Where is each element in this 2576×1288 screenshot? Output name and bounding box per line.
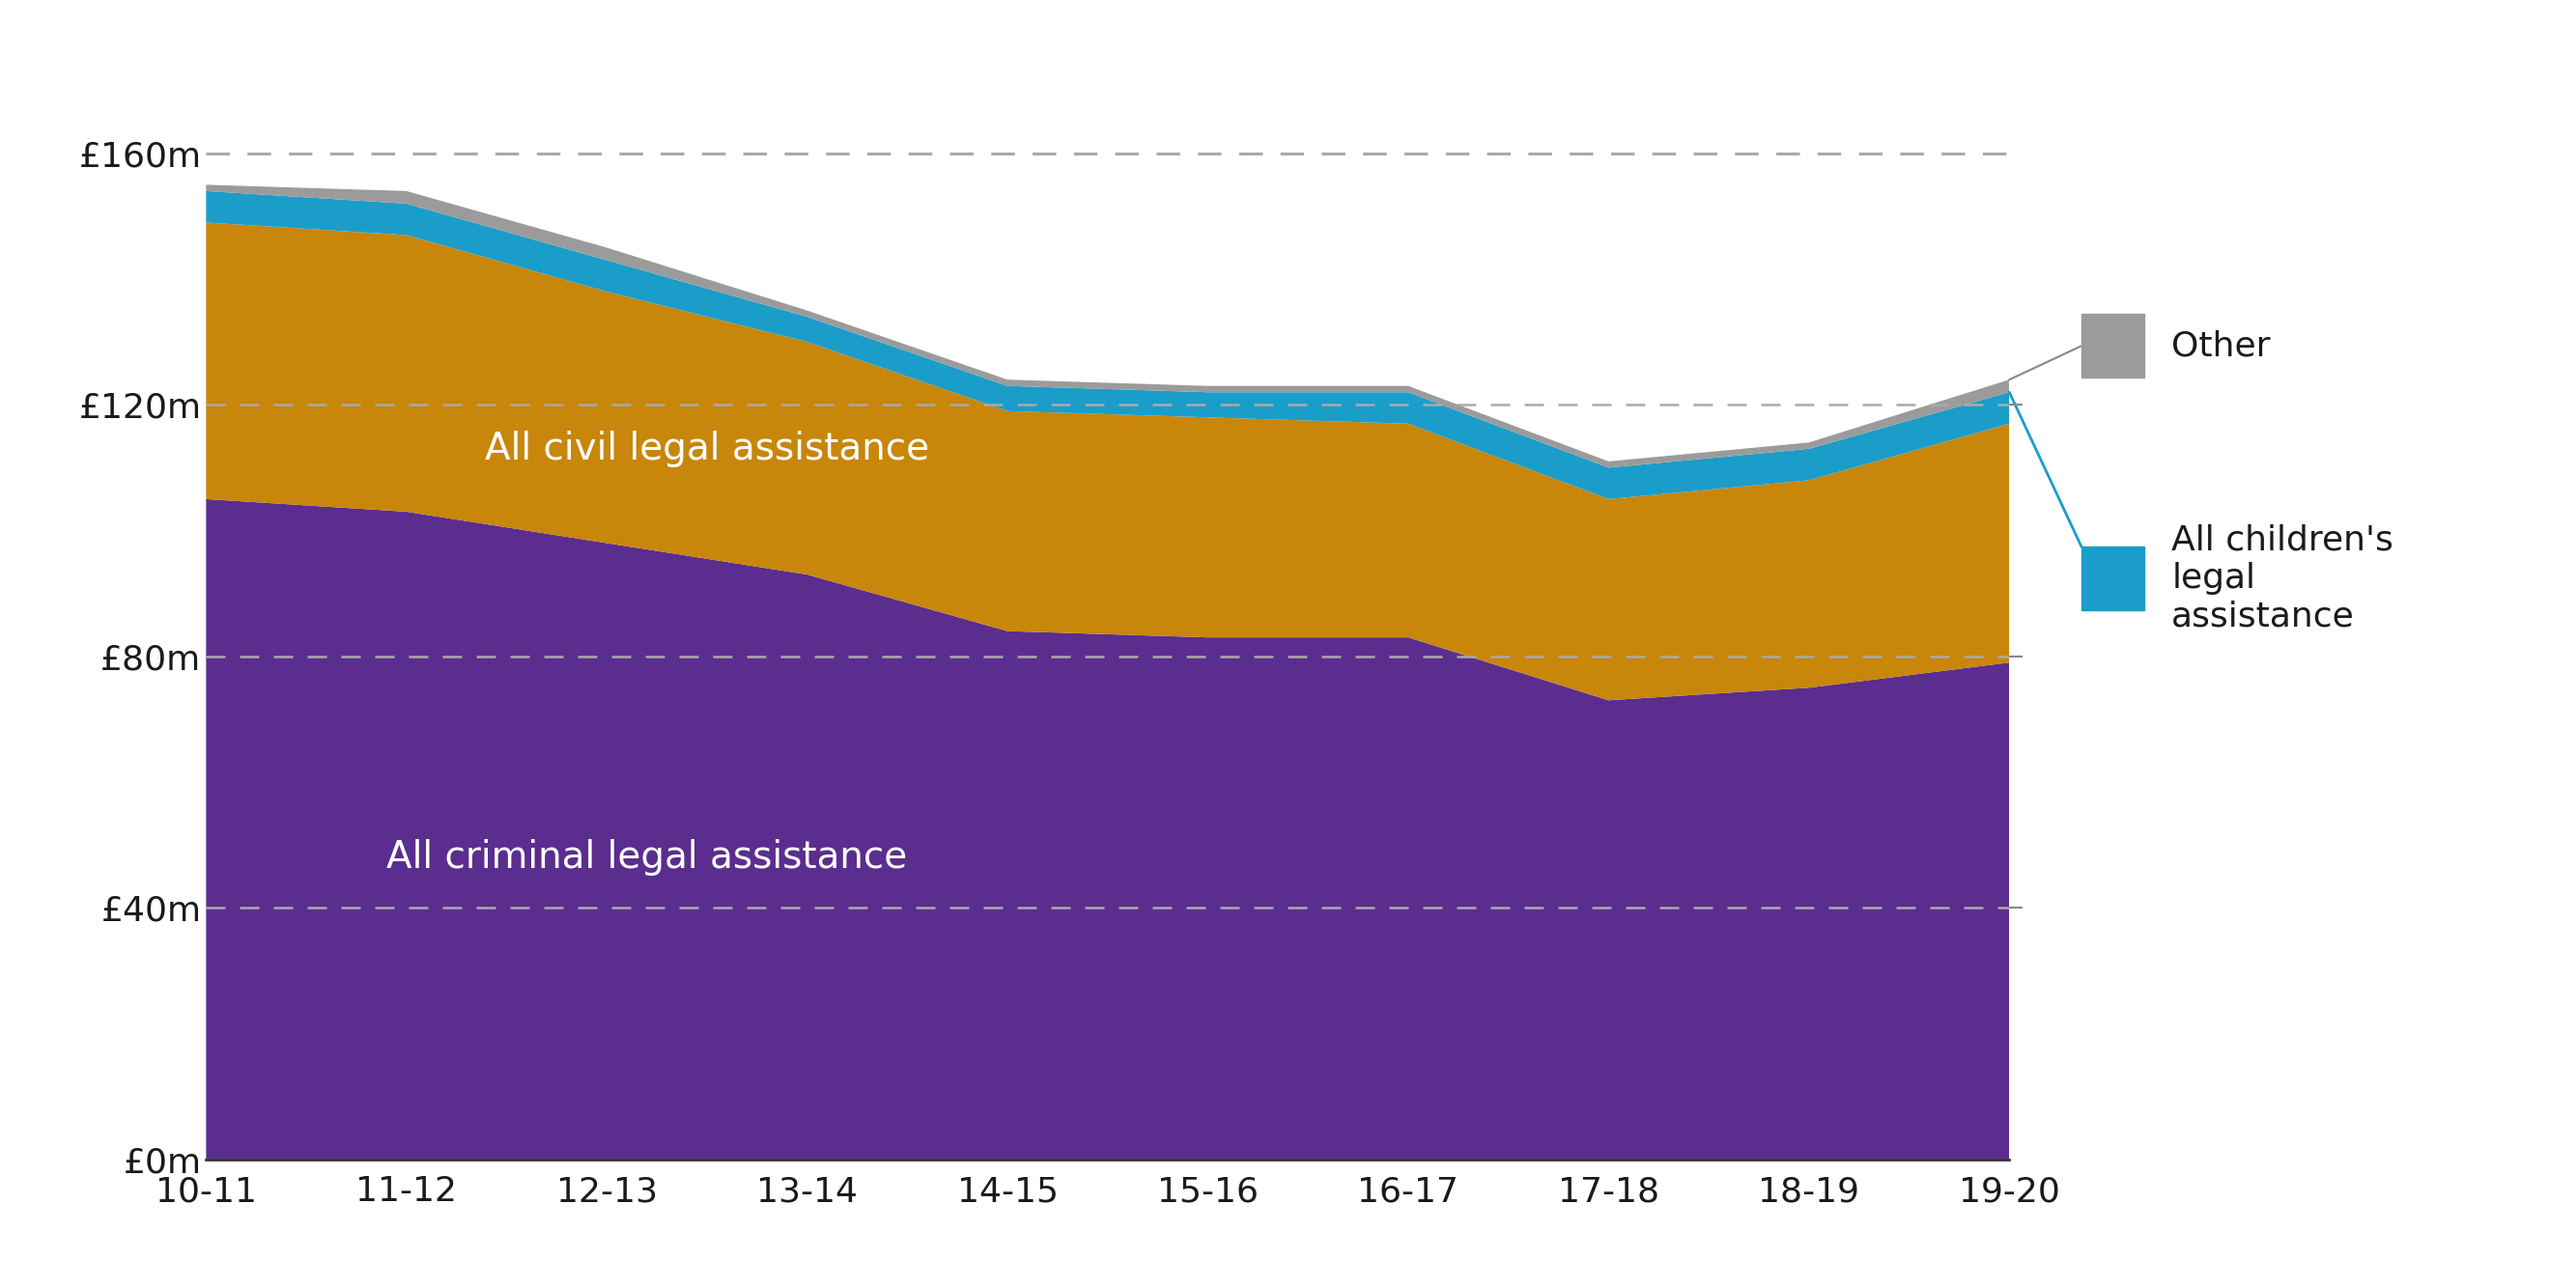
FancyBboxPatch shape: [2081, 314, 2146, 377]
Text: Other: Other: [2172, 330, 2269, 362]
FancyBboxPatch shape: [2081, 546, 2146, 611]
Text: All criminal legal assistance: All criminal legal assistance: [386, 838, 907, 876]
Text: All civil legal assistance: All civil legal assistance: [484, 430, 930, 468]
Text: All children's
legal
assistance: All children's legal assistance: [2172, 524, 2393, 632]
